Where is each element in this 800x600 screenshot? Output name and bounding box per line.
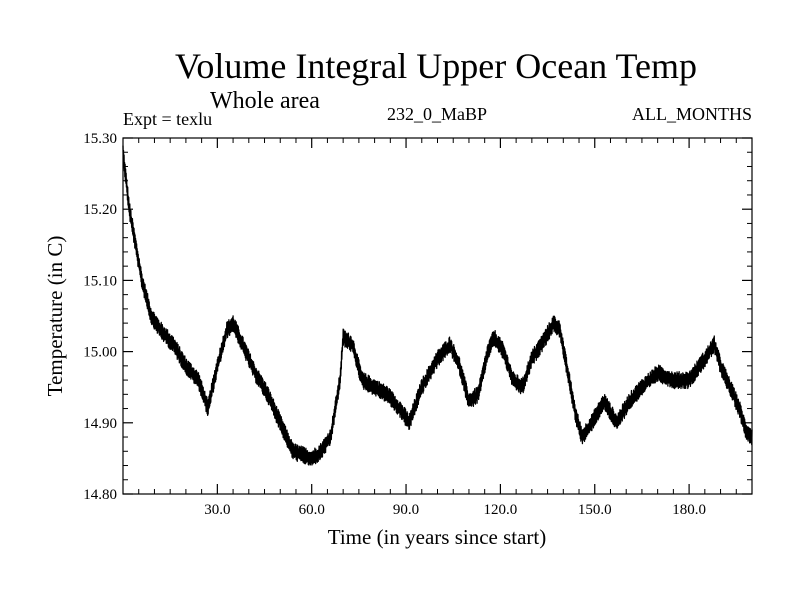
y-tick-label: 15.10 [83, 273, 117, 289]
x-axis-label: Time (in years since start) [328, 525, 547, 549]
y-tick-label: 15.00 [83, 345, 117, 361]
y-tick-label: 14.80 [83, 487, 117, 503]
ticks-group: 30.0 60.0 90.0 120.0 150.0 180.0 14.80 14.90 15.… [83, 131, 752, 518]
chart-subtitle: Whole area [210, 88, 320, 114]
y-tick-label: 15.20 [83, 202, 117, 218]
y-tick-label: 15.30 [83, 131, 117, 147]
experiment-label: Expt = texlu [123, 109, 212, 129]
x-tick-label: 180.0 [672, 502, 706, 518]
x-tick-label: 90.0 [393, 502, 419, 518]
x-tick-label: 30.0 [204, 502, 230, 518]
plot-frame [122, 137, 753, 495]
x-tick-label: 150.0 [578, 502, 612, 518]
y-axis-label: Temperature (in C) [43, 236, 67, 397]
x-tick-label: 60.0 [299, 502, 325, 518]
x-tick-label: 120.0 [484, 502, 518, 518]
period-label: ALL_MONTHS [632, 104, 752, 124]
series-group [122, 145, 753, 466]
run-label: 232_0_MaBP [387, 104, 487, 124]
chart-title: Volume Integral Upper Ocean Temp [175, 46, 697, 86]
y-tick-label: 14.90 [83, 416, 117, 432]
series-line-texlu [122, 145, 753, 466]
